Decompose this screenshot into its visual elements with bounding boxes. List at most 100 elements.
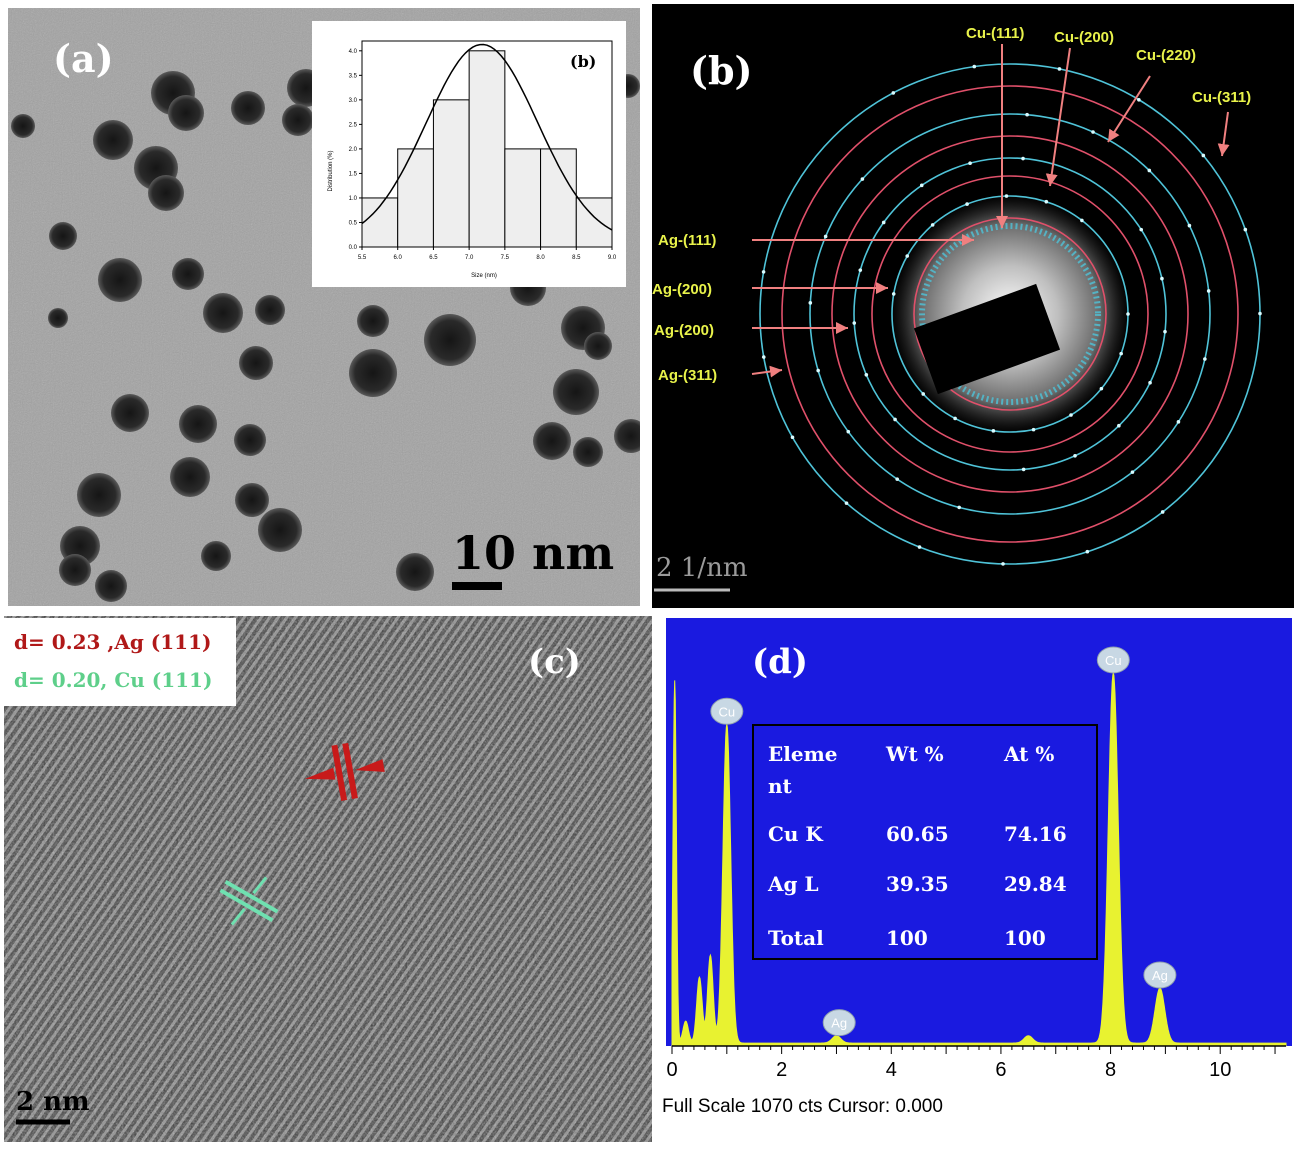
diffraction-spot (1001, 562, 1005, 566)
y-tick-label: 4.0 (349, 49, 358, 55)
x-tick-label: 8 (1105, 1059, 1116, 1081)
peak-tag-label: Ag (1152, 968, 1168, 983)
nanoparticle (239, 346, 273, 380)
energy-axis: 0 2 4 6 8 10 (666, 1045, 1286, 1081)
nanoparticle (203, 293, 243, 333)
nanoparticle (111, 394, 149, 432)
diffraction-spot (790, 435, 795, 440)
diffraction-spot (1163, 329, 1167, 334)
diffraction-spot (919, 183, 924, 188)
diffraction-spot (1021, 156, 1025, 161)
diffraction-spot (1147, 168, 1152, 173)
diffraction-spot (1004, 194, 1009, 198)
diffraction-spot (917, 545, 922, 549)
diffraction-spot (1025, 112, 1029, 117)
histogram-inset-label: (b) (570, 52, 596, 71)
ring-labels: Cu-(111) Cu-(200) Cu-(220) Cu-(311) Ag-(… (652, 25, 1251, 384)
diffraction-spot (1160, 510, 1165, 514)
diffraction-spot (1091, 130, 1095, 134)
y-tick-label: 1.5 (349, 171, 358, 177)
diffraction-spot (891, 292, 896, 296)
nanoparticle (553, 369, 599, 415)
histogram-bar (540, 148, 577, 248)
diffraction-spot (895, 477, 899, 481)
diffraction-spot (1031, 427, 1036, 432)
x-tick-label: 7.0 (465, 255, 474, 261)
peak-tag-label: Cu (719, 704, 736, 719)
histogram-bar (468, 50, 506, 248)
peak-tag-bubble (1143, 961, 1177, 989)
diffraction-spot (1176, 420, 1181, 424)
cu-111-label: Cu-(111) (966, 25, 1024, 42)
diffraction-ring (781, 85, 1239, 543)
nanoparticle (48, 308, 68, 328)
ag-d-spacing: d= 0.23 ,Ag (111) (14, 630, 212, 654)
nanoparticle (172, 258, 204, 290)
diffraction-spot (881, 220, 886, 225)
nanoparticle (282, 104, 314, 136)
diffraction-spot (1117, 423, 1121, 428)
x-tick-label: 9.0 (608, 255, 617, 261)
nanoparticle (231, 91, 265, 125)
peak-labels: Cu Cu Ag Ag (710, 646, 1177, 1037)
table-header-element: Eleme nt (768, 742, 838, 798)
diffraction-spot (1021, 467, 1026, 472)
diffraction-ring (853, 157, 1167, 471)
diffraction-spot (1137, 97, 1141, 102)
histogram-y-label: Distribution (%) (328, 150, 334, 191)
diffraction-spot (1099, 386, 1104, 391)
ag-200-label-1: Ag-(200) (652, 281, 712, 298)
table-cell: Cu K (768, 822, 823, 846)
diffraction-spot (1119, 351, 1123, 356)
histogram-bar (504, 148, 542, 248)
diffraction-spot (1201, 153, 1206, 158)
diffraction-spot (891, 91, 896, 95)
diffraction-spot (846, 429, 851, 434)
gaussian-fit-line (361, 43, 613, 231)
diffraction-pattern: Cu-(111) Cu-(200) Cu-(220) Cu-(311) Ag-(… (652, 4, 1294, 608)
peak-tag-label: Ag (831, 1016, 847, 1031)
nanoparticle (424, 314, 476, 366)
diffraction-spot (930, 223, 935, 227)
y-tick-label: 1.0 (349, 196, 358, 202)
diffraction-spot (1080, 218, 1084, 223)
x-tick-label: 7.5 (501, 255, 510, 261)
hrtem-panel-c: 2 nm d= 0.23 ,Ag (111) d= 0.20, Cu (111)… (4, 616, 652, 1142)
y-tick-label: 2.0 (349, 147, 358, 153)
diffraction-spot (761, 355, 766, 359)
diffraction-spot (1069, 413, 1073, 417)
table-cell: Ag L (768, 872, 819, 896)
x-tick-label: 4 (886, 1059, 897, 1081)
edx-spectrum: 0 2 4 6 8 10 Cu Cu Ag Ag Full Scale 1070 cts Cur… (662, 618, 1292, 1117)
x-tick-label: 2 (776, 1059, 787, 1081)
nanoparticle (49, 222, 77, 250)
scale-bar-a (452, 582, 502, 590)
histogram-bar (397, 148, 434, 248)
diffraction-spot (1073, 454, 1077, 458)
nanoparticle (349, 349, 397, 397)
ring-arrow (1107, 75, 1151, 143)
composition-table: Eleme nt Wt % At % Cu K 60.65 74.16 Ag L… (752, 724, 1098, 960)
diffraction-spot (1126, 312, 1130, 316)
ring-arrows (751, 44, 1230, 378)
nanoparticle (95, 570, 127, 602)
diffraction-ring (871, 175, 1149, 453)
y-tick-label: 3.5 (349, 73, 358, 79)
table-cell: Total (768, 926, 824, 950)
diffraction-rings (759, 63, 1262, 566)
table-cell: 100 (1004, 926, 1046, 950)
table-cell: 60.65 (886, 822, 949, 846)
table-header-at: At % (1004, 742, 1055, 766)
ring-arrow (751, 365, 783, 378)
cu-311-label: Cu-(311) (1192, 89, 1251, 106)
diffraction-spot (858, 268, 863, 272)
nanoparticle (201, 541, 231, 571)
diffraction-spot (852, 321, 857, 325)
y-tick-label: 2.5 (349, 122, 358, 128)
nanoparticle (234, 424, 266, 456)
diffraction-spot (864, 372, 869, 377)
table-header-wt: Wt % (886, 742, 944, 766)
diffraction-spot (991, 429, 996, 433)
x-tick-label: 8.5 (572, 255, 581, 261)
diffraction-spot (823, 234, 828, 239)
